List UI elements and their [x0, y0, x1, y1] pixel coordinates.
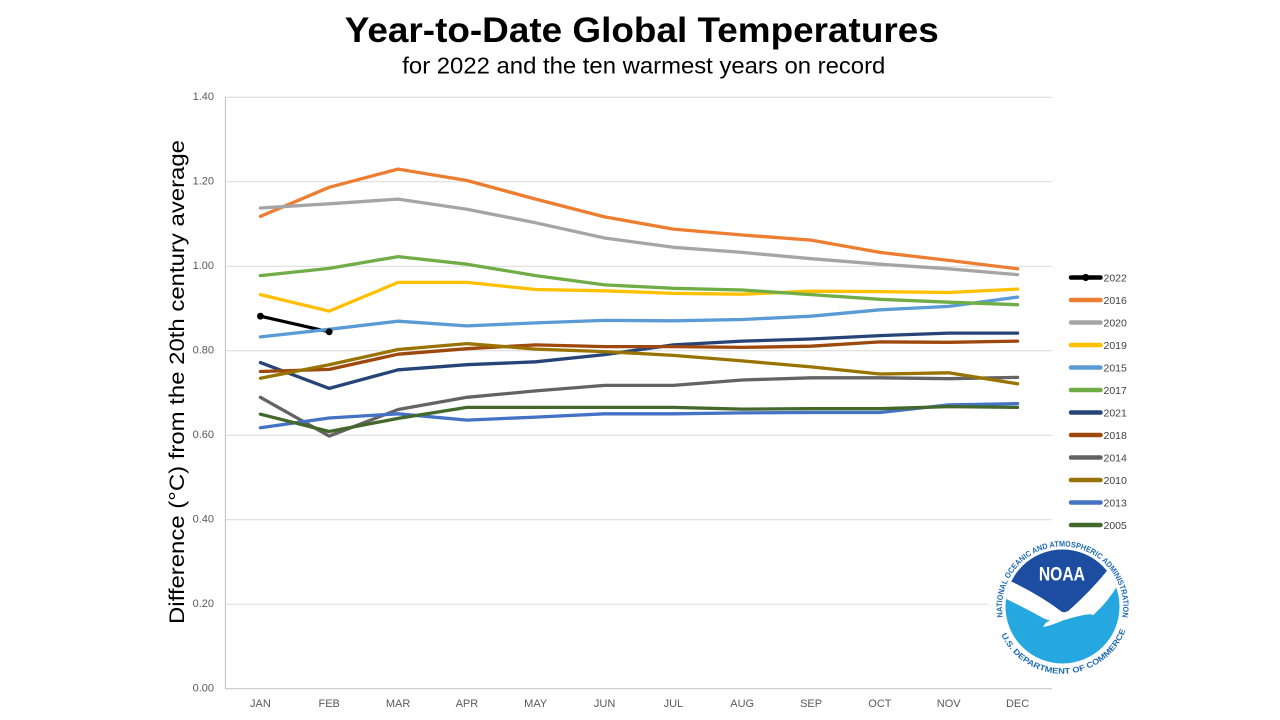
svg-text:Difference (°C) from the 20th: Difference (°C) from the 20th century av…	[165, 140, 189, 624]
svg-text:0.20: 0.20	[193, 598, 214, 610]
svg-text:0.00: 0.00	[193, 682, 214, 694]
svg-text:AUG: AUG	[730, 698, 754, 710]
svg-text:2016: 2016	[1104, 295, 1128, 307]
svg-text:2018: 2018	[1104, 430, 1128, 442]
svg-text:Year-to-Date Global Temperatur: Year-to-Date Global Temperatures	[345, 11, 939, 50]
svg-text:1.40: 1.40	[193, 91, 214, 103]
svg-text:SEP: SEP	[800, 698, 822, 710]
svg-text:2019: 2019	[1104, 340, 1128, 352]
svg-text:MAY: MAY	[524, 698, 548, 710]
svg-text:JUN: JUN	[594, 698, 615, 710]
svg-text:0.60: 0.60	[193, 429, 214, 441]
svg-text:2021: 2021	[1104, 408, 1128, 420]
svg-text:OCT: OCT	[868, 698, 892, 710]
svg-text:NOAA: NOAA	[1039, 565, 1085, 586]
svg-text:MAR: MAR	[386, 698, 411, 710]
svg-text:1.20: 1.20	[193, 175, 214, 187]
svg-text:2014: 2014	[1104, 453, 1128, 465]
svg-text:2015: 2015	[1104, 363, 1128, 375]
svg-text:0.80: 0.80	[193, 344, 214, 356]
svg-text:2010: 2010	[1104, 475, 1128, 487]
svg-text:2013: 2013	[1104, 498, 1128, 510]
svg-text:for 2022 and the ten warmest y: for 2022 and the ten warmest years on re…	[402, 53, 885, 79]
svg-text:JUL: JUL	[664, 698, 684, 710]
svg-text:FEB: FEB	[318, 698, 339, 710]
svg-text:2020: 2020	[1104, 318, 1128, 330]
svg-text:2022: 2022	[1104, 273, 1128, 285]
svg-text:JAN: JAN	[250, 698, 271, 710]
svg-text:0.40: 0.40	[193, 513, 214, 525]
svg-text:DEC: DEC	[1006, 698, 1029, 710]
svg-text:1.00: 1.00	[193, 260, 214, 272]
svg-text:2005: 2005	[1104, 520, 1128, 532]
svg-text:APR: APR	[456, 698, 479, 710]
svg-text:NOV: NOV	[937, 698, 962, 710]
svg-text:2017: 2017	[1104, 385, 1128, 397]
